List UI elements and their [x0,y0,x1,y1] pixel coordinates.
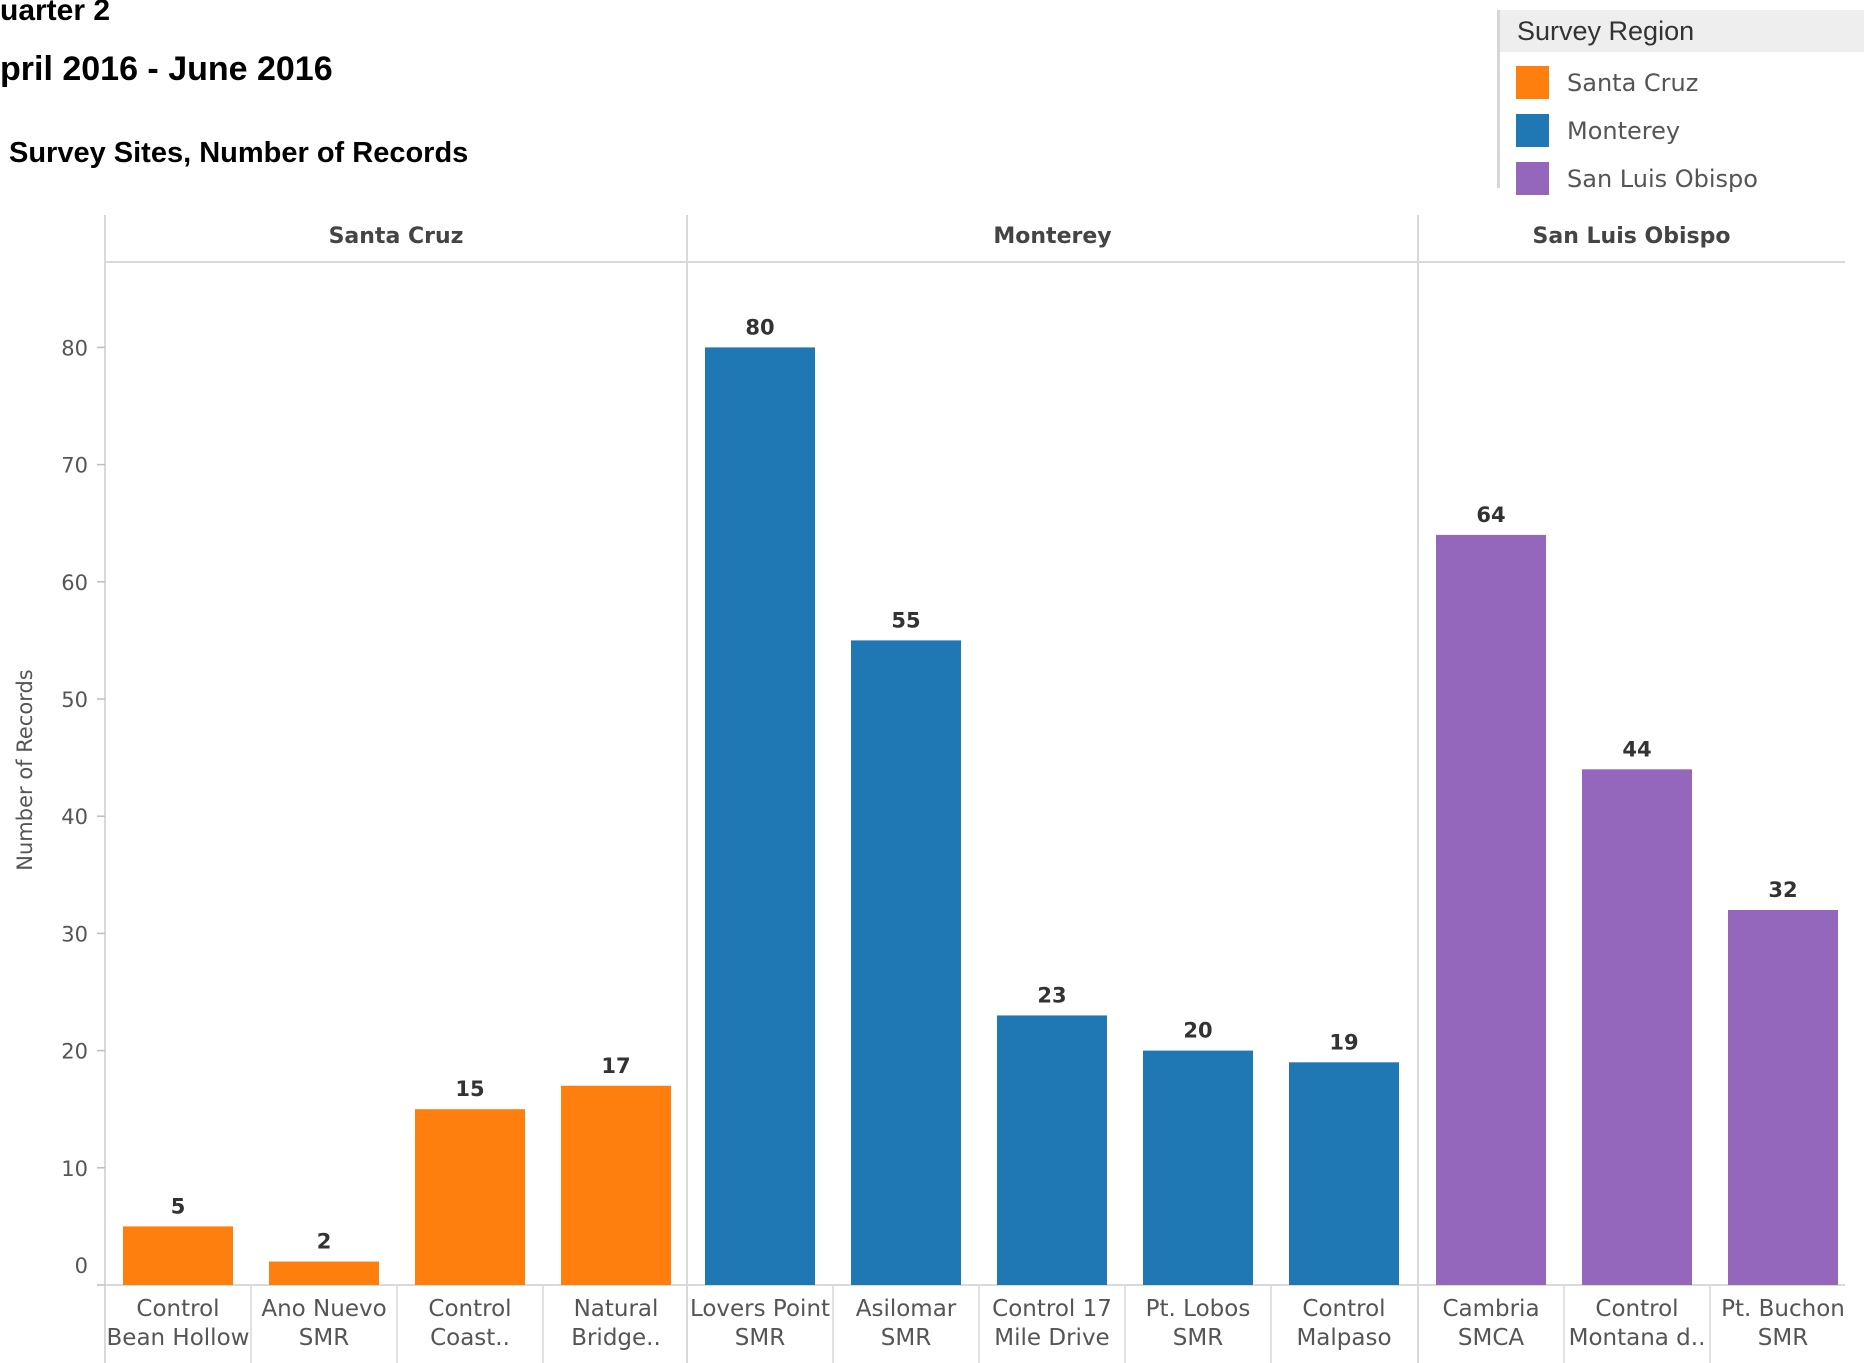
data-label: 17 [601,1054,630,1078]
bar-monterey-5 [1289,1062,1399,1285]
y-tick-label: 10 [61,1157,88,1181]
y-axis-title: Number of Records [13,669,37,870]
panel-header-monterey: Monterey [993,224,1111,249]
bar-santa-cruz-2 [269,1261,379,1285]
x-tick-label: Control 17 Mile Drive [992,1296,1112,1351]
bar-san-luis-obispo-3 [1728,909,1838,1285]
date-range-title: pril 2016 - June 2016 [0,50,333,88]
bar-san-luis-obispo-2 [1582,769,1692,1285]
legend-swatch-santa-cruz [1516,66,1549,99]
chart-subtitle: Survey Sites, Number of Records [9,137,469,169]
legend-title: Survey Region [1500,10,1864,52]
legend-label-san-luis-obispo: San Luis Obispo [1567,165,1758,193]
panel-header-santa-cruz: Santa Cruz [329,224,464,249]
bar-santa-cruz-3 [415,1109,525,1285]
x-tick-label: Natural Bridge.. [571,1296,661,1351]
data-label: 23 [1037,983,1066,1007]
panel-header-san-luis-obispo: San Luis Obispo [1533,224,1731,249]
x-tick-label: Control Bean Hollow [107,1296,250,1351]
data-label: 2 [317,1230,332,1254]
legend-label-monterey: Monterey [1567,117,1681,145]
y-tick-label: 60 [61,571,88,595]
x-tick-label: Asilomar SMR [856,1296,957,1351]
quarter-title: uarter 2 [0,0,111,27]
x-tick-label: Ano Nuevo SMR [261,1296,386,1351]
bar-santa-cruz-4 [561,1085,671,1285]
legend-label-santa-cruz: Santa Cruz [1567,69,1699,97]
data-label: 80 [745,315,774,339]
x-tick-label: Pt. Lobos SMR [1146,1296,1251,1351]
data-label: 15 [455,1077,484,1101]
data-label: 64 [1476,503,1505,527]
x-tick-label: Control Coast.. [428,1296,511,1351]
x-tick-label: Pt. Buchon SMR [1721,1296,1845,1351]
data-label: 32 [1768,878,1797,902]
bar-monterey-4 [1143,1050,1253,1285]
x-tick-label: Control Montana d.. [1569,1296,1706,1351]
bar-monterey-2 [851,640,961,1285]
legend: Survey Region Santa Cruz Monterey San Lu… [1497,10,1864,195]
data-label: 20 [1183,1019,1212,1043]
legend-swatch-monterey [1516,114,1549,147]
x-tick-label: Control Malpaso [1296,1296,1391,1351]
x-tick-label: Cambria SMCA [1442,1296,1539,1351]
y-tick-label: 30 [61,922,88,946]
y-tick-label: 70 [61,454,88,478]
bar-santa-cruz-1 [123,1226,233,1285]
data-label: 55 [891,608,920,632]
bar-san-luis-obispo-1 [1436,534,1546,1285]
y-tick-label: 40 [61,805,88,829]
y-tick-label: 80 [61,336,88,360]
data-label: 19 [1329,1030,1358,1054]
x-tick-label: Lovers Point SMR [690,1296,830,1351]
bar-monterey-3 [997,1015,1107,1285]
y-tick-label: 20 [61,1040,88,1064]
legend-swatch-san-luis-obispo [1516,162,1549,195]
y-tick-label: 0 [75,1254,88,1278]
data-label: 44 [1622,737,1651,761]
y-tick-label: 50 [61,688,88,712]
data-label: 5 [171,1194,186,1218]
bar-monterey-1 [705,347,815,1285]
